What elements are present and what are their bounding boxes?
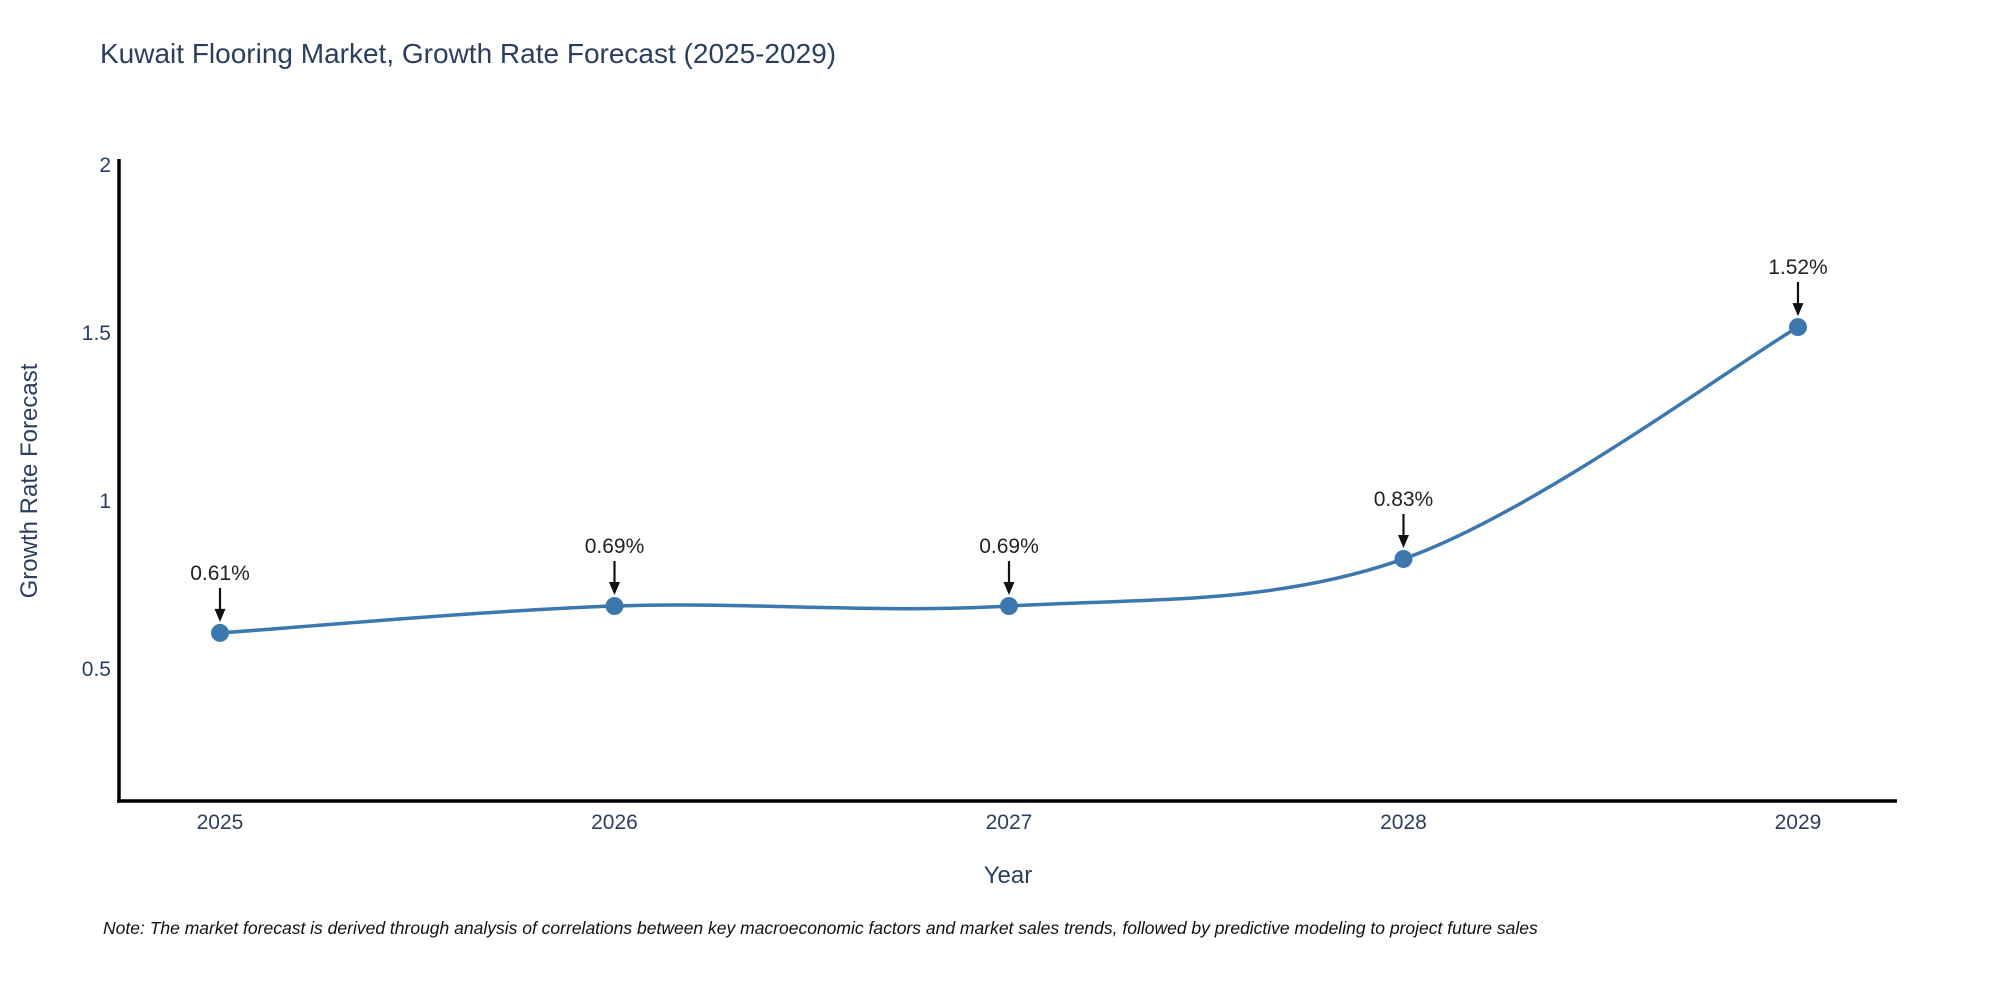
data-point-label: 1.52%	[1768, 256, 1828, 280]
x-tick-label: 2026	[591, 811, 638, 834]
x-tick-label: 2025	[196, 811, 244, 834]
y-tick-label: 2	[99, 153, 111, 177]
x-axis-title: Year	[983, 862, 1033, 889]
data-point-label: 0.61%	[190, 561, 250, 585]
y-tick-label: 0.5	[81, 657, 111, 681]
annotation-arrowhead	[608, 582, 620, 596]
plot-layer	[117, 159, 1897, 803]
data-point-marker	[1788, 318, 1807, 337]
data-point-marker	[1394, 549, 1413, 568]
data-point-label: 0.69%	[979, 535, 1039, 559]
data-point-marker	[999, 597, 1018, 616]
chart-title: Kuwait Flooring Market, Growth Rate Fore…	[100, 38, 837, 69]
annotation-arrowhead	[214, 608, 226, 622]
annotation-arrowhead	[1003, 582, 1015, 596]
x-tick-label: 2029	[1774, 811, 1822, 834]
data-point-marker	[605, 597, 624, 616]
figure-note: Note: The market forecast is derived thr…	[103, 918, 1538, 938]
annotation-arrowhead	[1397, 534, 1409, 548]
y-tick-label: 1	[99, 489, 111, 513]
y-tick-label: 1.5	[81, 321, 111, 345]
data-point-marker	[210, 623, 229, 642]
annotation-arrowhead	[1792, 303, 1804, 317]
x-tick-label: 2028	[1380, 811, 1427, 834]
forecast-line	[219, 325, 1799, 635]
x-tick-label: 2027	[985, 811, 1033, 834]
data-point-label: 0.83%	[1373, 487, 1434, 511]
data-point-label: 0.69%	[584, 535, 645, 559]
